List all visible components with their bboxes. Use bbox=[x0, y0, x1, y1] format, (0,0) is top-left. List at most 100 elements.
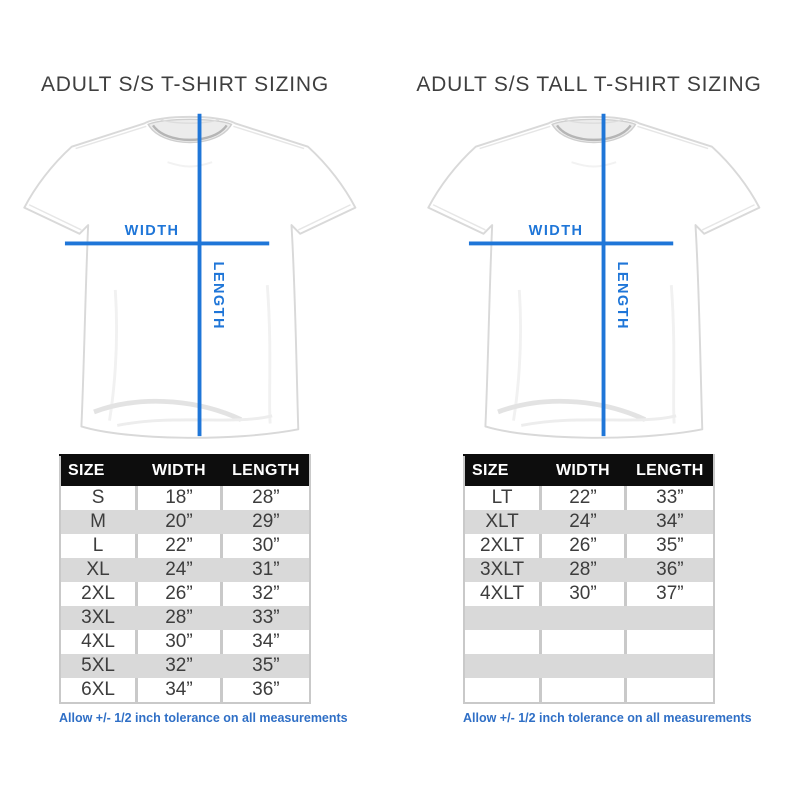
hem-fold-light bbox=[520, 414, 677, 427]
table-row: 2XLT 26” 35” bbox=[464, 534, 714, 558]
hem-fold bbox=[497, 398, 647, 422]
cell-width: 26” bbox=[135, 582, 222, 606]
table-row: M 20” 29” bbox=[60, 510, 310, 534]
cell-size: XL bbox=[60, 558, 137, 582]
cell-width: 28” bbox=[135, 606, 222, 630]
table-row: S 18” 28” bbox=[60, 486, 310, 510]
collar-back-seam bbox=[160, 118, 220, 124]
width-label: WIDTH bbox=[125, 223, 180, 239]
header-size: SIZE bbox=[464, 455, 541, 486]
wrinkle-left bbox=[108, 289, 119, 421]
cell-length: 35” bbox=[623, 534, 714, 558]
size-table-regular: SIZE WIDTH LENGTH S 18” 28” M 20” 29” L 22” 30… bbox=[59, 454, 311, 704]
cuff-seam-right bbox=[297, 204, 351, 231]
cell-length: 36” bbox=[219, 678, 310, 703]
cuff-seam-left bbox=[432, 204, 486, 231]
table-row-empty bbox=[464, 606, 714, 630]
tall-sizing-section: ADULT S/S TALL T-SHIRT SIZING WIDTH bbox=[400, 70, 800, 725]
cell-length: 28” bbox=[219, 486, 310, 510]
cell-length: 34” bbox=[623, 510, 714, 534]
cell-size bbox=[464, 606, 541, 630]
collar-inner-shadow bbox=[152, 124, 228, 142]
cell-length bbox=[623, 678, 714, 703]
tshirt-body bbox=[427, 115, 761, 439]
length-label: LENGTH bbox=[210, 262, 226, 330]
shoulder-seam-left bbox=[75, 125, 147, 150]
cell-size bbox=[464, 630, 541, 654]
tolerance-note-regular: Allow +/- 1/2 inch tolerance on all meas… bbox=[59, 711, 348, 725]
cell-width: 24” bbox=[539, 510, 626, 534]
cell-width: 22” bbox=[135, 534, 222, 558]
cell-size: 4XL bbox=[60, 630, 137, 654]
cell-length: 32” bbox=[219, 582, 310, 606]
cell-size bbox=[464, 654, 541, 678]
table-row: 4XLT 30” 37” bbox=[464, 582, 714, 606]
cell-size bbox=[464, 678, 541, 703]
cell-size: 3XL bbox=[60, 606, 137, 630]
cell-width: 30” bbox=[135, 630, 222, 654]
cell-length: 35” bbox=[219, 654, 310, 678]
table-row: L 22” 30” bbox=[60, 534, 310, 558]
width-label: WIDTH bbox=[529, 223, 584, 239]
cell-width: 18” bbox=[135, 486, 222, 510]
tshirt-illustration: WIDTH LENGTH bbox=[23, 113, 357, 439]
cell-length bbox=[623, 606, 714, 630]
hem-fold-light bbox=[116, 414, 273, 427]
cell-size: 2XL bbox=[60, 582, 137, 606]
header-width: WIDTH bbox=[539, 455, 626, 486]
table-row-empty bbox=[464, 630, 714, 654]
length-label: LENGTH bbox=[614, 262, 630, 330]
cell-width bbox=[539, 654, 626, 678]
cell-size: 3XLT bbox=[464, 558, 541, 582]
shoulder-seam-left bbox=[479, 125, 551, 150]
regular-sizing-section: ADULT S/S T-SHIRT SIZING bbox=[0, 70, 400, 725]
cell-width: 22” bbox=[539, 486, 626, 510]
cell-length: 31” bbox=[219, 558, 310, 582]
cell-length bbox=[623, 630, 714, 654]
cell-length: 37” bbox=[623, 582, 714, 606]
wrinkle-chest bbox=[167, 161, 213, 168]
table-row: LT 22” 33” bbox=[464, 486, 714, 510]
cell-size: XLT bbox=[464, 510, 541, 534]
section-title-tall: ADULT S/S TALL T-SHIRT SIZING bbox=[416, 73, 762, 96]
cell-width: 34” bbox=[135, 678, 222, 703]
cuff-seam-left bbox=[28, 204, 82, 231]
cell-length: 36” bbox=[623, 558, 714, 582]
cell-width: 24” bbox=[135, 558, 222, 582]
cell-length: 30” bbox=[219, 534, 310, 558]
cell-size: 2XLT bbox=[464, 534, 541, 558]
cell-width bbox=[539, 630, 626, 654]
cell-width: 20” bbox=[135, 510, 222, 534]
section-title-regular: ADULT S/S T-SHIRT SIZING bbox=[41, 73, 329, 96]
table-row-empty bbox=[464, 654, 714, 678]
cell-size: S bbox=[60, 486, 137, 510]
table-row-empty bbox=[464, 678, 714, 703]
tolerance-note-tall: Allow +/- 1/2 inch tolerance on all meas… bbox=[463, 711, 752, 725]
cell-size: 5XL bbox=[60, 654, 137, 678]
table-row: XLT 24” 34” bbox=[464, 510, 714, 534]
tshirt-diagram-regular: WIDTH LENGTH bbox=[1, 106, 369, 440]
cell-length: 29” bbox=[219, 510, 310, 534]
cell-width: 28” bbox=[539, 558, 626, 582]
shoulder-seam-right bbox=[637, 125, 709, 150]
header-size: SIZE bbox=[60, 455, 137, 486]
tshirt-body bbox=[23, 115, 357, 439]
table-row: XL 24” 31” bbox=[60, 558, 310, 582]
header-length: LENGTH bbox=[219, 455, 310, 486]
table-header-row: SIZE WIDTH LENGTH bbox=[60, 455, 310, 486]
cell-width bbox=[539, 678, 626, 703]
table-row: 5XL 32” 35” bbox=[60, 654, 310, 678]
table-header-row: SIZE WIDTH LENGTH bbox=[464, 455, 714, 486]
cell-length bbox=[623, 654, 714, 678]
size-table-tall: SIZE WIDTH LENGTH LT 22” 33” XLT 24” 34” 2XL… bbox=[463, 454, 715, 704]
cell-width bbox=[539, 606, 626, 630]
table-row: 4XL 30” 34” bbox=[60, 630, 310, 654]
cell-length: 33” bbox=[623, 486, 714, 510]
shoulder-seam-right bbox=[233, 125, 305, 150]
header-width: WIDTH bbox=[135, 455, 222, 486]
table-row: 3XLT 28” 36” bbox=[464, 558, 714, 582]
cell-length: 33” bbox=[219, 606, 310, 630]
table-row: 6XL 34” 36” bbox=[60, 678, 310, 703]
table-row: 3XL 28” 33” bbox=[60, 606, 310, 630]
cell-length: 34” bbox=[219, 630, 310, 654]
